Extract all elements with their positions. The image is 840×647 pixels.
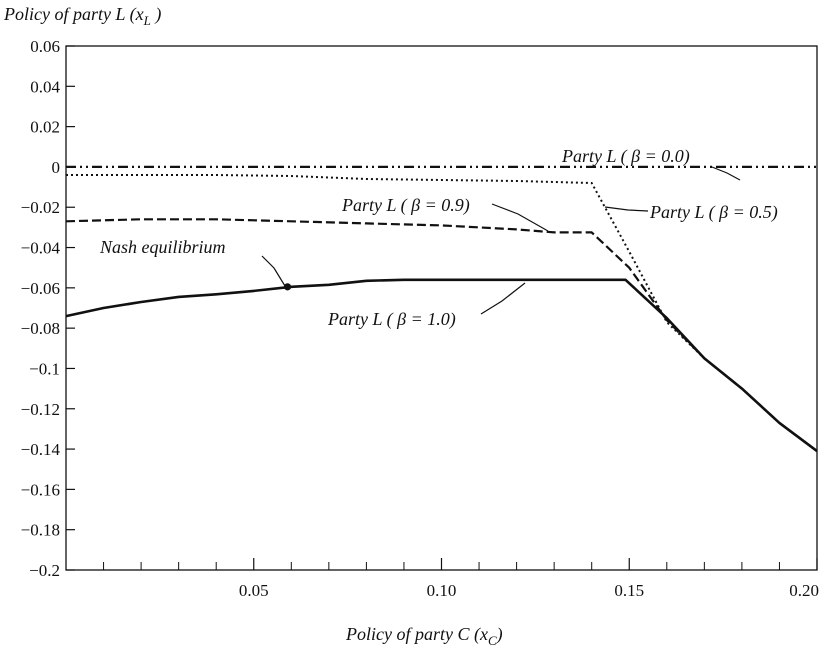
annotation-nash-equilibrium-leader (261, 255, 286, 287)
y-tick-label: −0.08 (21, 319, 60, 338)
x-tick-label: 0.10 (427, 581, 457, 600)
series-line-beta-0-9 (65, 218, 818, 452)
y-tick-label: 0.04 (30, 77, 60, 96)
y-tick-label: 0.06 (30, 37, 60, 56)
y-tick-label: −0.1 (29, 359, 60, 378)
y-axis-title-main: Policy of party L (x (3, 4, 144, 25)
y-tick-label: 0.02 (30, 118, 60, 137)
y-tick-label: −0.04 (21, 239, 61, 258)
y-axis-title: Policy of party L (xL ) (3, 4, 161, 28)
y-tick-label: −0.18 (21, 521, 60, 540)
x-tick-label: 0.05 (239, 581, 269, 600)
y-tick-label: 0 (52, 158, 61, 177)
y-tick-label: −0.14 (21, 440, 61, 459)
annotation-beta-0-5-leader (604, 206, 649, 212)
y-tick-label: −0.16 (21, 480, 60, 499)
annotation-beta-1-0-label: Party L ( β = 1.0) (327, 309, 456, 330)
y-axis-title-sub: L (143, 13, 151, 28)
x-axis-title-sub: C (488, 633, 497, 647)
x-tick-label: 0.20 (789, 581, 819, 600)
y-tick-label: −0.2 (29, 561, 60, 580)
x-axis-title-close: ) (496, 624, 503, 645)
y-tick-label: −0.06 (21, 279, 60, 298)
x-tick-label: 0.15 (614, 581, 644, 600)
annotation-beta-0-0-leader (711, 166, 741, 181)
annotation-beta-0-0-label: Party L ( β = 0.0) (561, 146, 690, 167)
plot-frame (65, 45, 818, 571)
x-axis-title-main: Policy of party C (x (345, 624, 488, 645)
plot-area: −0.2 −0.18 −0.16 −0.14 −0.12 −0.1 −0.08 −0.06 −0… (21, 37, 819, 600)
annotation-nash-equilibrium-label: Nash equilibrium (99, 237, 226, 257)
annotation-beta-0-9-label: Party L ( β = 0.9) (341, 195, 470, 216)
y-tick-label: −0.02 (21, 198, 60, 217)
series-line-beta-1-0 (65, 278, 818, 453)
nash-equilibrium-point (283, 283, 292, 291)
y-axis-title-close: ) (151, 4, 162, 25)
x-axis-title: Policy of party C (xC) (345, 624, 503, 647)
annotation-beta-1-0-leader (480, 282, 526, 315)
annotation-beta-0-9-leader (491, 203, 549, 232)
annotation-beta-0-5-label: Party L ( β = 0.5) (649, 202, 778, 223)
y-tick-label: −0.12 (21, 400, 60, 419)
